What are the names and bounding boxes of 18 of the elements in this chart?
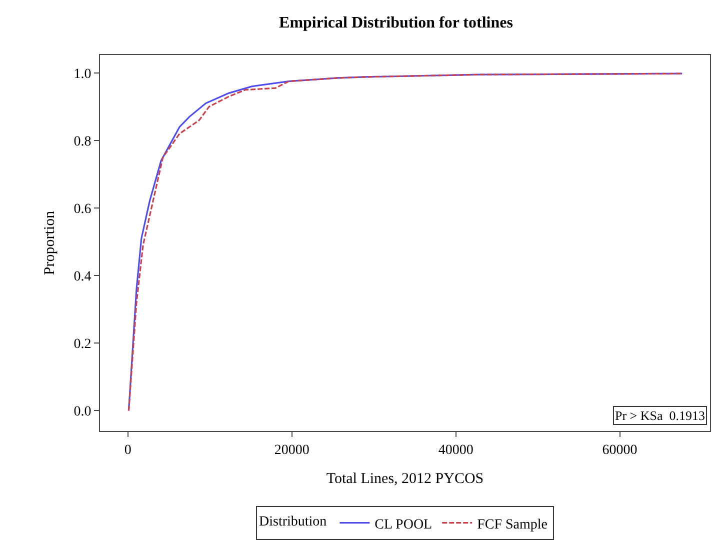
x-tick-label: 0 (124, 442, 132, 458)
x-tick-label: 60000 (602, 442, 638, 458)
y-tick-label: 0.8 (74, 134, 92, 150)
y-axis-title: Proportion (42, 210, 58, 276)
y-tick-label: 0.0 (74, 404, 92, 420)
line-series (128, 72, 683, 412)
x-tick-label: 20000 (274, 442, 310, 458)
annotation: Pr > KSa 0.1913 (615, 408, 706, 423)
legend-label: CL POOL (374, 517, 432, 532)
x-tick-label: 40000 (438, 442, 474, 458)
y-tick-label: 0.6 (74, 202, 92, 217)
y-tick-label: 1.0 (74, 66, 92, 82)
y-tick-label: 0.4 (74, 270, 92, 284)
y-tick-label: 0.2 (74, 337, 92, 352)
legend-label: FCF Sample (477, 517, 548, 532)
chart-title: Empirical Distribution for totlines (279, 14, 513, 32)
x-axis-title: Total Lines, 2012 PYCOS (326, 470, 484, 487)
legend-title: Distribution (259, 514, 327, 530)
